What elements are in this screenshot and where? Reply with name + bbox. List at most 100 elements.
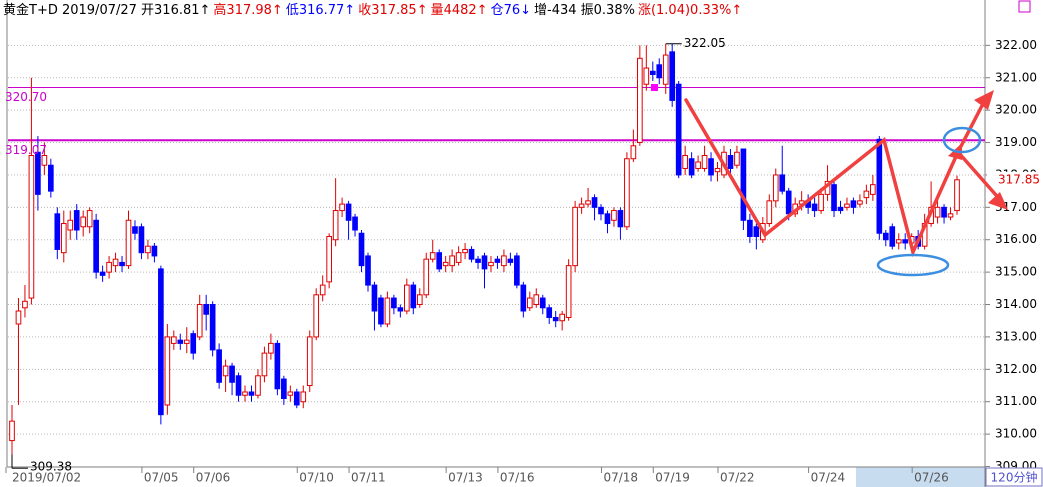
candle-body [688,158,695,176]
candle-body [106,261,112,273]
candle-body [281,378,287,399]
candle-body [15,310,22,325]
candle-body [190,333,197,354]
candle-body [857,200,863,205]
candle-body [293,391,300,406]
header-item: 涨(1.04)0.33%↑ [638,3,742,18]
x-highlight [856,467,985,487]
period-label: 120分钟 [991,470,1038,485]
candle-body [675,83,682,176]
candle-body [138,226,145,254]
candle-body [662,54,669,85]
candle-body [643,67,650,85]
candle-body [818,193,824,212]
candle-body [287,391,294,396]
candle-body [391,297,397,309]
candle-body [365,255,371,286]
x-tick-label: 07/18 [603,471,638,485]
candle-body [611,210,617,221]
level-label: 319.07 [5,143,47,157]
candle-body [274,342,281,390]
candle-body [397,307,404,312]
candle-body [248,391,255,396]
candle-body [669,51,676,101]
candle-body [481,255,488,270]
candle-body [585,200,591,205]
candle-body [183,339,190,344]
candle-body [268,342,274,354]
candle-body [617,210,624,228]
y-tick-label: 319.00 [995,135,1037,149]
candle-body [604,213,611,225]
header-item: 收317.85↑ [358,3,427,18]
candle-body [882,232,889,241]
candle-body [125,219,132,267]
period-box [985,467,1043,487]
candle-body [326,235,332,283]
candle-body [552,316,559,322]
y-tick-label: 316.00 [995,232,1037,246]
candle-body [378,297,384,325]
candle-body [941,206,947,218]
y-tick-label: 320.00 [995,103,1037,117]
marker-square [651,84,658,91]
candle-body [22,300,28,309]
candle-body [772,174,779,202]
header-item: 黄金T+D 2019/07/27 开316.81↑ [3,2,210,18]
candle-body [895,239,902,244]
candle-body [9,420,15,442]
candle-body [844,203,850,208]
candle-body [423,258,430,296]
candle-body [196,304,203,338]
candle-body [591,197,598,208]
candle-body [67,219,74,231]
candle-body [747,219,753,237]
x-tick-label: 07/06 [196,471,231,485]
candle-body [416,294,423,306]
level-label: 320.70 [5,90,47,104]
header-item: 增-434 振0.38% [534,3,635,18]
candle-body [682,155,688,169]
candle-body [93,219,99,273]
candle-body [313,294,320,338]
candle-body [384,297,391,325]
corner-box [1018,0,1031,13]
y-tick-label: 313.00 [995,329,1037,343]
candle-body [229,365,235,383]
candle-body [306,336,313,387]
candle-body [870,184,876,195]
candle-body [630,145,637,160]
x-tick-label: 2019/07/02 [12,471,81,485]
candle-body [947,213,954,218]
candle-body [235,375,242,396]
candle-body [520,284,527,312]
candle-body [28,155,35,299]
header-item: 量4482↑ [431,3,488,18]
candle-body [753,226,760,237]
header-item: 高317.98↑ [213,2,282,18]
candle-body [837,206,844,212]
candle-body [526,297,533,309]
highlight-ellipse [942,126,982,154]
arrows [684,96,1005,258]
header: 黄金T+D 2019/07/27 开316.81↑ 高317.98↑ 低316.77… [3,2,742,18]
candle-body [203,304,210,315]
candle-body [637,57,643,144]
candle-body [578,203,585,208]
candle-body [352,216,358,231]
candle-body [539,297,546,309]
highlight-ellipse [876,253,950,277]
candle-body [145,245,151,254]
candle-body [255,375,261,396]
y-tick-label: 310.00 [995,427,1037,441]
y-tick-label: 321.00 [995,70,1037,84]
last-price-label: 317.85 [998,172,1040,186]
candle-body [656,64,663,79]
trend-arrow [684,96,988,258]
candle-body [598,206,604,215]
candle-body [501,255,507,267]
x-tick-label: 07/22 [720,471,755,485]
candle-body [455,252,462,263]
arrow-head [974,90,994,110]
